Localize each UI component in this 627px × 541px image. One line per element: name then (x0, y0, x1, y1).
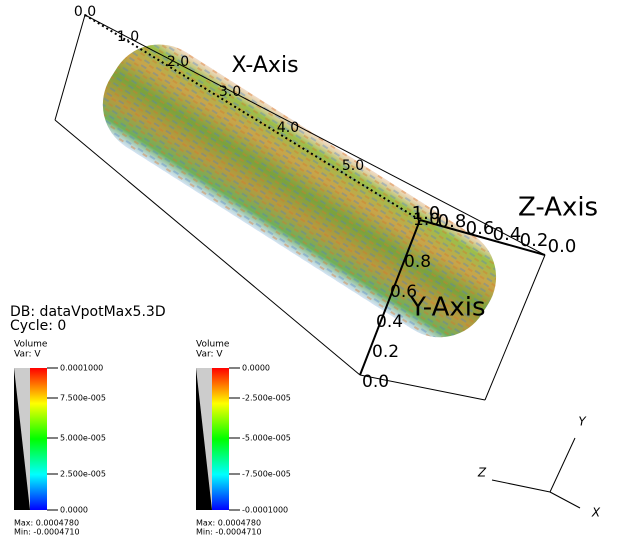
y-tick-label: 0.0 (362, 372, 389, 392)
legend-label: -5.000e-005 (242, 434, 291, 443)
x-tick-label: 5.0 (342, 158, 364, 174)
triad-y: Y (578, 415, 587, 429)
legend-max: Max: 0.0004780 (196, 519, 261, 528)
colorbar-2 (196, 368, 229, 510)
x-tick-label: 1.0 (117, 29, 139, 45)
y-tick-label: 0.4 (376, 312, 403, 332)
legend-label: -7.500e-005 (242, 470, 291, 479)
z-tick-label: 0.2 (520, 230, 549, 251)
z-tick-label: 0.6 (466, 218, 495, 239)
x-tick-label: 3.0 (219, 84, 241, 100)
colorbar-1 (14, 368, 47, 510)
cycle-label: Cycle: 0 (10, 318, 66, 334)
y-tick-label: 0.8 (404, 252, 431, 272)
y-tick-label: 1.0 (413, 210, 440, 230)
legend-label: 5.000e-005 (60, 434, 106, 443)
legend-label: -0.0001000 (242, 506, 288, 515)
legend-label: 7.500e-005 (60, 394, 106, 403)
z-axis-title: Z-Axis (518, 193, 598, 223)
legend-plot: Volume (14, 340, 48, 350)
triad-x: X (591, 506, 601, 520)
legend-min: Min: -0.0004710 (196, 528, 262, 537)
legend-variable: Var: V (14, 350, 41, 360)
x-axis-title: X-Axis (231, 53, 298, 78)
z-tick-label: 0.8 (438, 211, 467, 232)
x-tick-label: 2.0 (167, 54, 189, 70)
triad-z: Z (477, 466, 487, 480)
triad (492, 438, 580, 508)
z-tick-label: 0.0 (548, 236, 577, 257)
legend-max: Max: 0.0004780 (14, 519, 79, 528)
legend-label: 0.0001000 (60, 364, 103, 373)
legend-label: -2.500e-005 (242, 394, 291, 403)
x-tick-label: 4.0 (277, 120, 299, 136)
legend-plot: Volume (196, 340, 230, 350)
z-tick-label: 0.4 (493, 224, 522, 245)
y-axis-title: Y-Axis (409, 293, 486, 323)
legend-label: 0.0000 (60, 506, 88, 515)
legend-label: 2.500e-005 (60, 470, 106, 479)
legend-min: Min: -0.0004710 (14, 528, 80, 537)
x-tick-label: 0.0 (74, 4, 96, 20)
legend-label: 0.0000 (242, 364, 270, 373)
visit-window: 0.01.02.03.04.05.0X-Axis1.00.80.60.40.20… (0, 0, 627, 541)
legend-variable: Var: V (196, 350, 223, 360)
y-tick-label: 0.2 (372, 342, 399, 362)
